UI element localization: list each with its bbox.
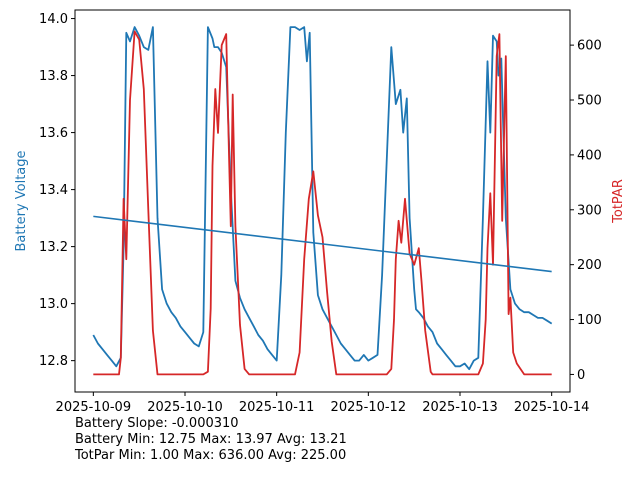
right-y-tick-label: 400 xyxy=(577,148,602,163)
x-tick-label: 2025-10-11 xyxy=(239,400,315,415)
x-tick-label: 2025-10-09 xyxy=(56,400,132,415)
x-tick-label: 2025-10-13 xyxy=(422,400,498,415)
left-y-axis: 12.8 13.0 13.2 13.4 13.6 13.8 14.0 xyxy=(39,12,75,369)
left-y-tick-label: 13.0 xyxy=(39,297,68,312)
right-y-tick-label: 500 xyxy=(577,94,602,109)
x-tick-label: 2025-10-14 xyxy=(514,400,590,415)
x-axis: 2025-10-09 2025-10-10 2025-10-11 2025-10-12… xyxy=(56,392,590,415)
series-layer xyxy=(92,26,553,376)
x-tick-label: 2025-10-12 xyxy=(331,400,407,415)
left-y-tick-label: 12.8 xyxy=(39,354,68,369)
left-y-tick-label: 13.6 xyxy=(39,126,68,141)
left-y-tick-label: 13.4 xyxy=(39,183,68,198)
left-y-tick-label: 14.0 xyxy=(39,12,68,27)
right-y-tick-label: 300 xyxy=(577,203,602,218)
totpar-stats-text: TotPar Min: 1.00 Max: 636.00 Avg: 225.00 xyxy=(75,448,347,463)
right-y-tick-label: 200 xyxy=(577,258,602,273)
right-y-tick-label: 0 xyxy=(577,368,585,383)
left-y-axis-label: Battery Voltage xyxy=(14,150,29,251)
battery-slope-text: Battery Slope: -0.000310 xyxy=(75,416,239,431)
x-tick-label: 2025-10-10 xyxy=(147,400,223,415)
battery-trend-line xyxy=(93,215,552,273)
right-y-axis-label: TotPAR xyxy=(611,179,626,224)
totpar-line xyxy=(93,30,552,376)
right-y-tick-label: 100 xyxy=(577,313,602,328)
right-y-tick-label: 600 xyxy=(577,39,602,54)
plot-frame xyxy=(74,9,571,393)
left-y-tick-label: 13.2 xyxy=(39,240,68,255)
battery-stats-text: Battery Min: 12.75 Max: 13.97 Avg: 13.21 xyxy=(75,432,347,447)
right-y-axis: 0 100 200 300 400 500 600 xyxy=(570,39,602,383)
left-y-tick-label: 13.8 xyxy=(39,69,68,84)
battery-voltage-line xyxy=(92,26,553,371)
